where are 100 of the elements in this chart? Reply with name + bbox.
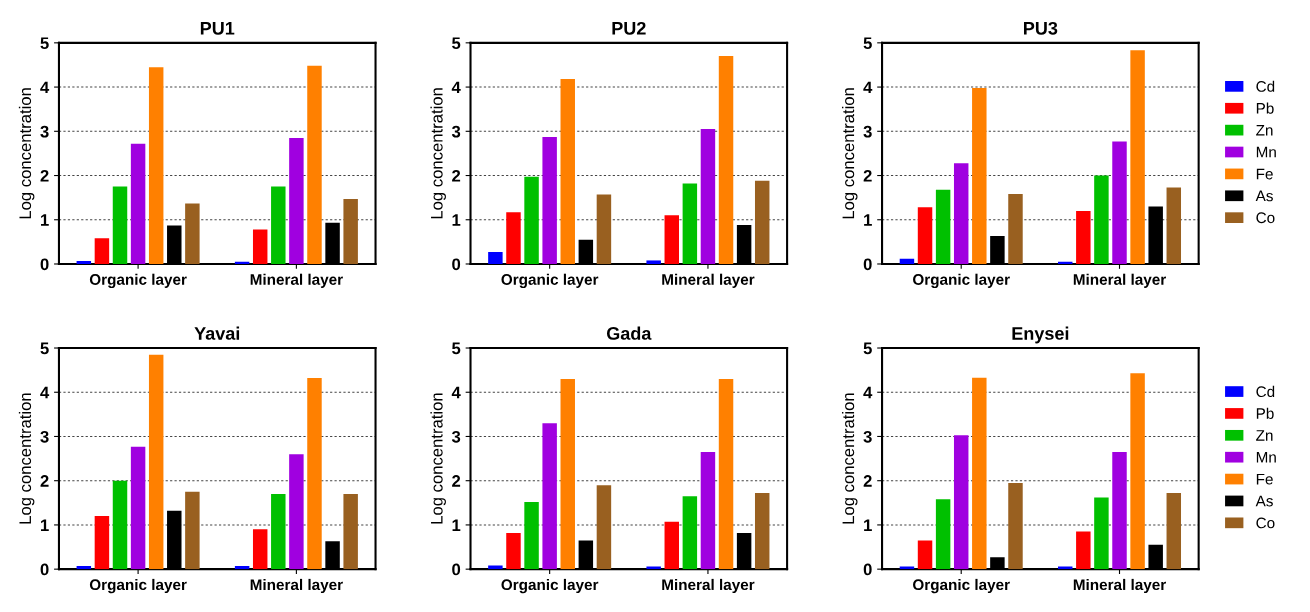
bar (1166, 187, 1182, 264)
legend-label: Mn (1256, 452, 1276, 463)
bar (76, 260, 92, 264)
bar (1094, 175, 1109, 264)
x-tick-label: Organic layer (501, 578, 599, 594)
x-tick-label: Organic layer (913, 273, 1010, 289)
bar (953, 163, 969, 264)
y-tick-label: 3 (451, 125, 461, 138)
bar (664, 215, 679, 264)
legend-label: Cd (1256, 80, 1275, 92)
y-tick-label: 1 (41, 214, 49, 226)
y-tick-label: 5 (863, 37, 872, 50)
bar (343, 198, 358, 264)
y-tick-label: 3 (863, 430, 872, 443)
bar (1130, 373, 1145, 570)
bar (112, 186, 128, 264)
legend-label: As (1255, 495, 1273, 507)
bar (252, 529, 268, 570)
bar (935, 499, 951, 570)
y-tick-label: 1 (452, 214, 461, 226)
legend-label: Zn (1256, 430, 1273, 441)
bar (185, 491, 200, 570)
bar (917, 207, 933, 264)
y-tick-label: 2 (40, 169, 49, 182)
x-tick-label: Organic layer (89, 273, 187, 289)
y-axis-title: Log concentration (841, 393, 858, 524)
bar (754, 493, 770, 570)
bar (148, 67, 164, 264)
legend-label: Fe (1256, 473, 1273, 485)
y-axis-title: Log concentration (430, 393, 446, 524)
bar (560, 378, 575, 570)
bar (972, 377, 987, 570)
legend-label: Co (1256, 517, 1275, 529)
x-tick-label: Organic layer (89, 578, 187, 594)
legend-label: Cd (1256, 385, 1275, 398)
y-axis-title: Log concentration (18, 393, 35, 524)
y-tick-label: 5 (452, 342, 461, 355)
y-tick-label: 0 (863, 258, 872, 271)
y-tick-label: 1 (864, 214, 872, 226)
bar (1008, 482, 1023, 570)
x-tick-label: Mineral layer (1073, 578, 1166, 594)
bar (682, 183, 698, 264)
bar (94, 238, 110, 264)
y-tick-label: 5 (40, 37, 49, 50)
bar (718, 378, 734, 570)
bar (1130, 50, 1145, 264)
bar (1076, 210, 1091, 264)
bar (252, 229, 268, 264)
y-tick-label: 3 (451, 430, 461, 443)
y-tick-label: 0 (452, 258, 461, 271)
bar (343, 493, 358, 570)
x-tick-label: Mineral layer (662, 578, 755, 594)
y-tick-label: 5 (452, 37, 461, 50)
legend-label: Pb (1256, 407, 1274, 419)
legend-label: As (1255, 190, 1273, 202)
bar (542, 423, 557, 570)
y-tick-label: 0 (452, 563, 461, 576)
x-tick-label: Mineral layer (250, 273, 343, 288)
bar (596, 485, 612, 570)
bar (718, 56, 734, 264)
chart-title: Gada (606, 326, 652, 340)
bar (972, 87, 987, 264)
bar (754, 180, 770, 264)
bar (1076, 531, 1091, 570)
bar (130, 446, 146, 570)
chart-title: PU1 (200, 22, 235, 35)
bar (506, 532, 521, 570)
chart-title: PU3 (1024, 21, 1058, 35)
y-axis-title: Log concentration (841, 88, 858, 219)
legend-label: Mn (1256, 146, 1276, 158)
legend-label: Fe (1256, 168, 1273, 180)
bar (1094, 497, 1109, 570)
y-tick-label: 4 (451, 386, 461, 399)
bar (94, 516, 110, 570)
bar (664, 521, 679, 570)
x-tick-label: Mineral layer (250, 578, 343, 594)
chart-title: Yavai (194, 326, 240, 340)
y-tick-label: 5 (863, 342, 872, 355)
y-tick-label: 4 (863, 386, 873, 399)
chart-title: PU2 (612, 21, 646, 35)
bar (1008, 194, 1023, 264)
bar (488, 252, 503, 264)
y-axis-title: Log concentration (18, 88, 35, 219)
y-tick-label: 4 (451, 81, 461, 94)
bar (76, 566, 92, 570)
y-tick-label: 0 (863, 563, 872, 576)
bar (560, 79, 575, 264)
x-tick-label: Mineral layer (662, 273, 755, 288)
bar (271, 186, 286, 264)
y-tick-label: 2 (863, 475, 872, 487)
bar (112, 480, 128, 570)
y-tick-label: 3 (863, 125, 872, 138)
y-tick-label: 3 (40, 125, 49, 138)
y-tick-label: 2 (452, 169, 461, 182)
x-tick-label: Organic layer (501, 273, 599, 289)
y-tick-label: 2 (40, 475, 49, 487)
bar (130, 143, 146, 264)
y-tick-label: 2 (863, 169, 872, 182)
bar (935, 189, 951, 264)
bar (682, 496, 698, 570)
